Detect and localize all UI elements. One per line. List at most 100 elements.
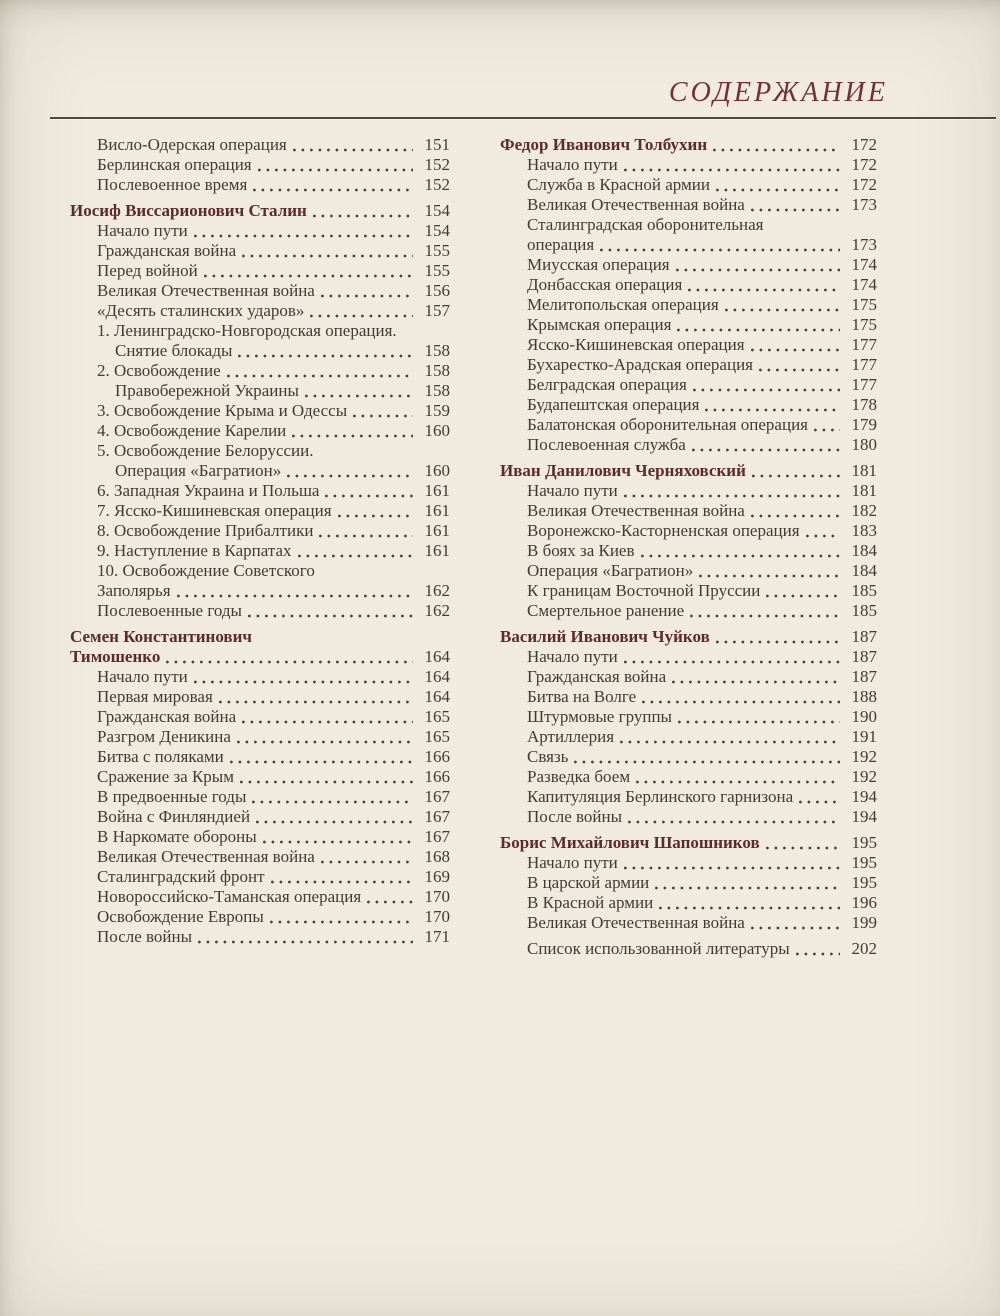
toc-entry: Битва на Волге 188 <box>500 687 877 707</box>
toc-entry: Начало пути 164 <box>70 667 450 687</box>
dot-leader <box>672 680 840 684</box>
toc-entry: В Наркомате обороны 167 <box>70 827 450 847</box>
toc-entry-page: 171 <box>424 927 451 946</box>
dot-leader <box>623 660 840 664</box>
toc-entry: В предвоенные годы 167 <box>70 787 450 807</box>
toc-entry-page: 151 <box>424 135 451 154</box>
toc-entry-title: Бухарестко-Арадская операция <box>527 355 753 374</box>
toc-entry-page: 160 <box>424 421 451 440</box>
dot-leader <box>247 614 413 618</box>
toc-entry-title: 1. Ленинградско-Новгородская операция. <box>97 321 397 340</box>
toc-entry-page: 161 <box>424 521 451 540</box>
toc-entry-page: 180 <box>851 435 878 454</box>
toc-entry-title: Семен Константинович <box>70 627 252 646</box>
toc-entry: К границам Восточной Пруссии 185 <box>500 581 877 601</box>
toc-entry-title: Смертельное ранение <box>527 601 685 620</box>
dot-leader <box>319 534 413 538</box>
dot-leader <box>198 940 413 944</box>
toc-entry-title: В Наркомате обороны <box>97 827 257 846</box>
dot-leader <box>310 314 413 318</box>
toc-entry: Великая Отечественная война 156 <box>70 281 450 301</box>
toc-entry-title: Великая Отечественная война <box>527 913 745 932</box>
toc-entry-page: 159 <box>424 401 451 420</box>
toc-entry-title: Федор Иванович Толбухин <box>500 135 708 154</box>
toc-entry-title: Висло-Одерская операция <box>97 135 287 154</box>
dot-leader <box>620 740 840 744</box>
toc-entry: Послевоенная служба 180 <box>500 435 877 455</box>
toc-entry: Артиллерия 191 <box>500 727 877 747</box>
dot-leader <box>297 554 413 558</box>
toc-entry-title: Тимошенко <box>70 647 161 666</box>
toc-entry: Начало пути 181 <box>500 481 877 501</box>
toc-entry-page: 158 <box>424 381 451 400</box>
toc-entry-page: 164 <box>424 687 451 706</box>
toc-entry-title: Гражданская война <box>97 241 237 260</box>
toc-entry-page: 164 <box>424 667 451 686</box>
toc-entry: Ясско-Кишиневская операция 177 <box>500 335 877 355</box>
toc-entry-page: 195 <box>851 833 878 852</box>
toc-entry-page: 155 <box>424 261 451 280</box>
toc-entry-page: 174 <box>851 275 878 294</box>
toc-entry-title: Берлинская операция <box>97 155 252 174</box>
dot-leader <box>325 494 413 498</box>
toc-entry: Будапештская операция 178 <box>500 395 877 415</box>
toc-entry-title: Начало пути <box>97 667 188 686</box>
toc-entry-page: 170 <box>424 907 451 926</box>
dot-leader <box>242 720 413 724</box>
toc-entry-title: Ясско-Кишиневская операция <box>527 335 745 354</box>
toc-entry-title: 8. Освобождение Прибалтики <box>97 521 314 540</box>
toc-entry-page: 162 <box>424 601 451 620</box>
toc-entry: Первая мировая 164 <box>70 687 450 707</box>
dot-leader <box>353 414 413 418</box>
toc-entry: Капитуляция Берлинского гарнизона 194 <box>500 787 877 807</box>
toc-entry-page: 184 <box>851 561 878 580</box>
toc-entry-title: Разгром Деникина <box>97 727 231 746</box>
toc-entry: Крымская операция 175 <box>500 315 877 335</box>
toc-entry-title: Служба в Красной армии <box>527 175 710 194</box>
dot-leader <box>691 448 840 452</box>
toc-entry-title: Новороссийско-Таманская операция <box>97 887 362 906</box>
dot-leader <box>713 148 840 152</box>
toc-entry-page: 165 <box>424 727 451 746</box>
dot-leader <box>367 900 413 904</box>
toc-entry: Берлинская операция 152 <box>70 155 450 175</box>
toc-entry-title: 7. Ясско-Кишиневская операция <box>97 501 332 520</box>
dot-leader <box>574 760 840 764</box>
dot-leader <box>715 188 840 192</box>
toc-entry: Начало пути 187 <box>500 647 877 667</box>
dot-leader <box>766 594 840 598</box>
toc-entry: Сражение за Крым 166 <box>70 767 450 787</box>
toc-entry-page: 188 <box>851 687 878 706</box>
toc-entry-page: 194 <box>851 807 878 826</box>
toc-entry: После войны 171 <box>70 927 450 947</box>
toc-entry: Гражданская война 187 <box>500 667 877 687</box>
toc-entry: 3. Освобождение Крыма и Одессы 159 <box>70 401 450 421</box>
dot-leader <box>677 720 840 724</box>
toc-entry: Великая Отечественная война 168 <box>70 847 450 867</box>
toc-entry-title: Операция «Багратион» <box>115 461 282 480</box>
toc-entry-page: 158 <box>424 361 451 380</box>
dot-leader <box>659 906 840 910</box>
toc-entry-page: 192 <box>851 767 878 786</box>
dot-leader <box>813 428 840 432</box>
toc-entry-title: Артиллерия <box>527 727 615 746</box>
toc-entry-title: Операция «Багратион» <box>527 561 694 580</box>
toc-entry-page: 202 <box>851 939 878 958</box>
toc-entry-page: 158 <box>424 341 451 360</box>
toc-entry-title: Василий Иванович Чуйков <box>500 627 710 646</box>
toc-entry-title: Освобождение Европы <box>97 907 264 926</box>
toc-entry-title: Великая Отечественная война <box>97 847 315 866</box>
toc-entry-title: Начало пути <box>97 221 188 240</box>
dot-leader <box>218 700 413 704</box>
toc-entry-title: Снятие блокады <box>115 341 233 360</box>
toc-entry: Послевоенные годы 162 <box>70 601 450 621</box>
toc-entry: Донбасская операция 174 <box>500 275 877 295</box>
dot-leader <box>799 800 840 804</box>
dot-leader <box>287 474 413 478</box>
toc-entry: Начало пути 154 <box>70 221 450 241</box>
toc-entry: Послевоенное время 152 <box>70 175 450 195</box>
toc-entry-page: 178 <box>851 395 878 414</box>
dot-leader <box>236 740 413 744</box>
toc-entry-page: 185 <box>851 581 878 600</box>
toc-entry-title: Борис Михайлович Шапошников <box>500 833 760 852</box>
